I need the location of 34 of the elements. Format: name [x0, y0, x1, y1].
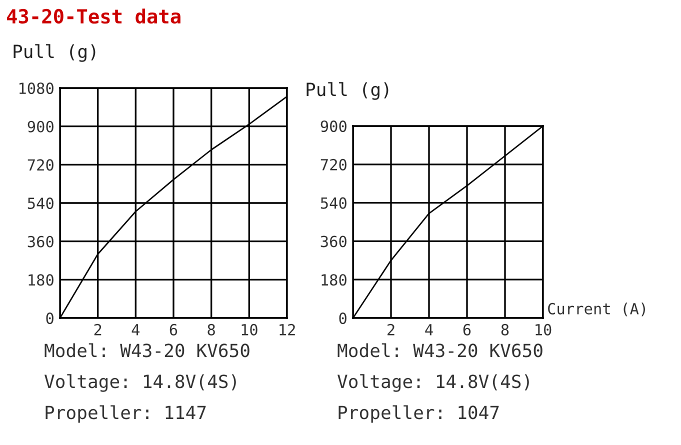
text: Voltage: 14.8V(4S) — [44, 374, 236, 392]
x-tick-label: 12 — [280, 324, 295, 336]
text: Model: W43-20 KV650 — [44, 343, 250, 358]
text: Voltage: 14.8V(4S) — [338, 374, 529, 392]
x-tick-label: 6 — [170, 324, 178, 336]
y-axis-title: Pull (g) — [14, 44, 96, 62]
text: Propeller: 1047 — [338, 405, 499, 423]
text: Propeller: 1147 — [46, 405, 206, 423]
y-tick-label: 180 — [28, 274, 54, 286]
y-tick-label: 1080 — [19, 82, 54, 94]
x-tick-label: 8 — [501, 324, 509, 336]
x-tick-label: 10 — [536, 324, 552, 336]
x-tick-label: 2 — [388, 324, 394, 336]
y-tick-label: 720 — [28, 159, 54, 171]
y-tick-label: 720 — [320, 158, 346, 170]
y-tick-label: 0 — [339, 312, 346, 324]
x-tick-label: 2 — [94, 324, 102, 336]
y-tick-label: 360 — [320, 236, 346, 248]
y-tick-label: 900 — [28, 120, 54, 132]
y-tick-label: 180 — [322, 274, 346, 286]
y-tick-label: 540 — [320, 197, 346, 209]
text: Model: W43-20 KV650 — [338, 343, 542, 358]
y-tick-label: 360 — [28, 236, 54, 248]
y-tick-label: 900 — [320, 120, 346, 132]
x-tick-label: 4 — [132, 324, 140, 336]
x-tick-label: 4 — [425, 324, 433, 336]
y-tick-label: 0 — [46, 312, 54, 324]
x-tick-label: 10 — [242, 324, 258, 336]
chart-title: 43-20-Test data — [6, 8, 180, 24]
y-tick-label: 540 — [28, 198, 54, 210]
x-axis-title: Current (A) — [548, 302, 645, 316]
x-tick-label: 8 — [208, 324, 215, 336]
x-tick-label: 6 — [463, 324, 471, 336]
y-axis-title: Pull (g) — [306, 82, 388, 100]
